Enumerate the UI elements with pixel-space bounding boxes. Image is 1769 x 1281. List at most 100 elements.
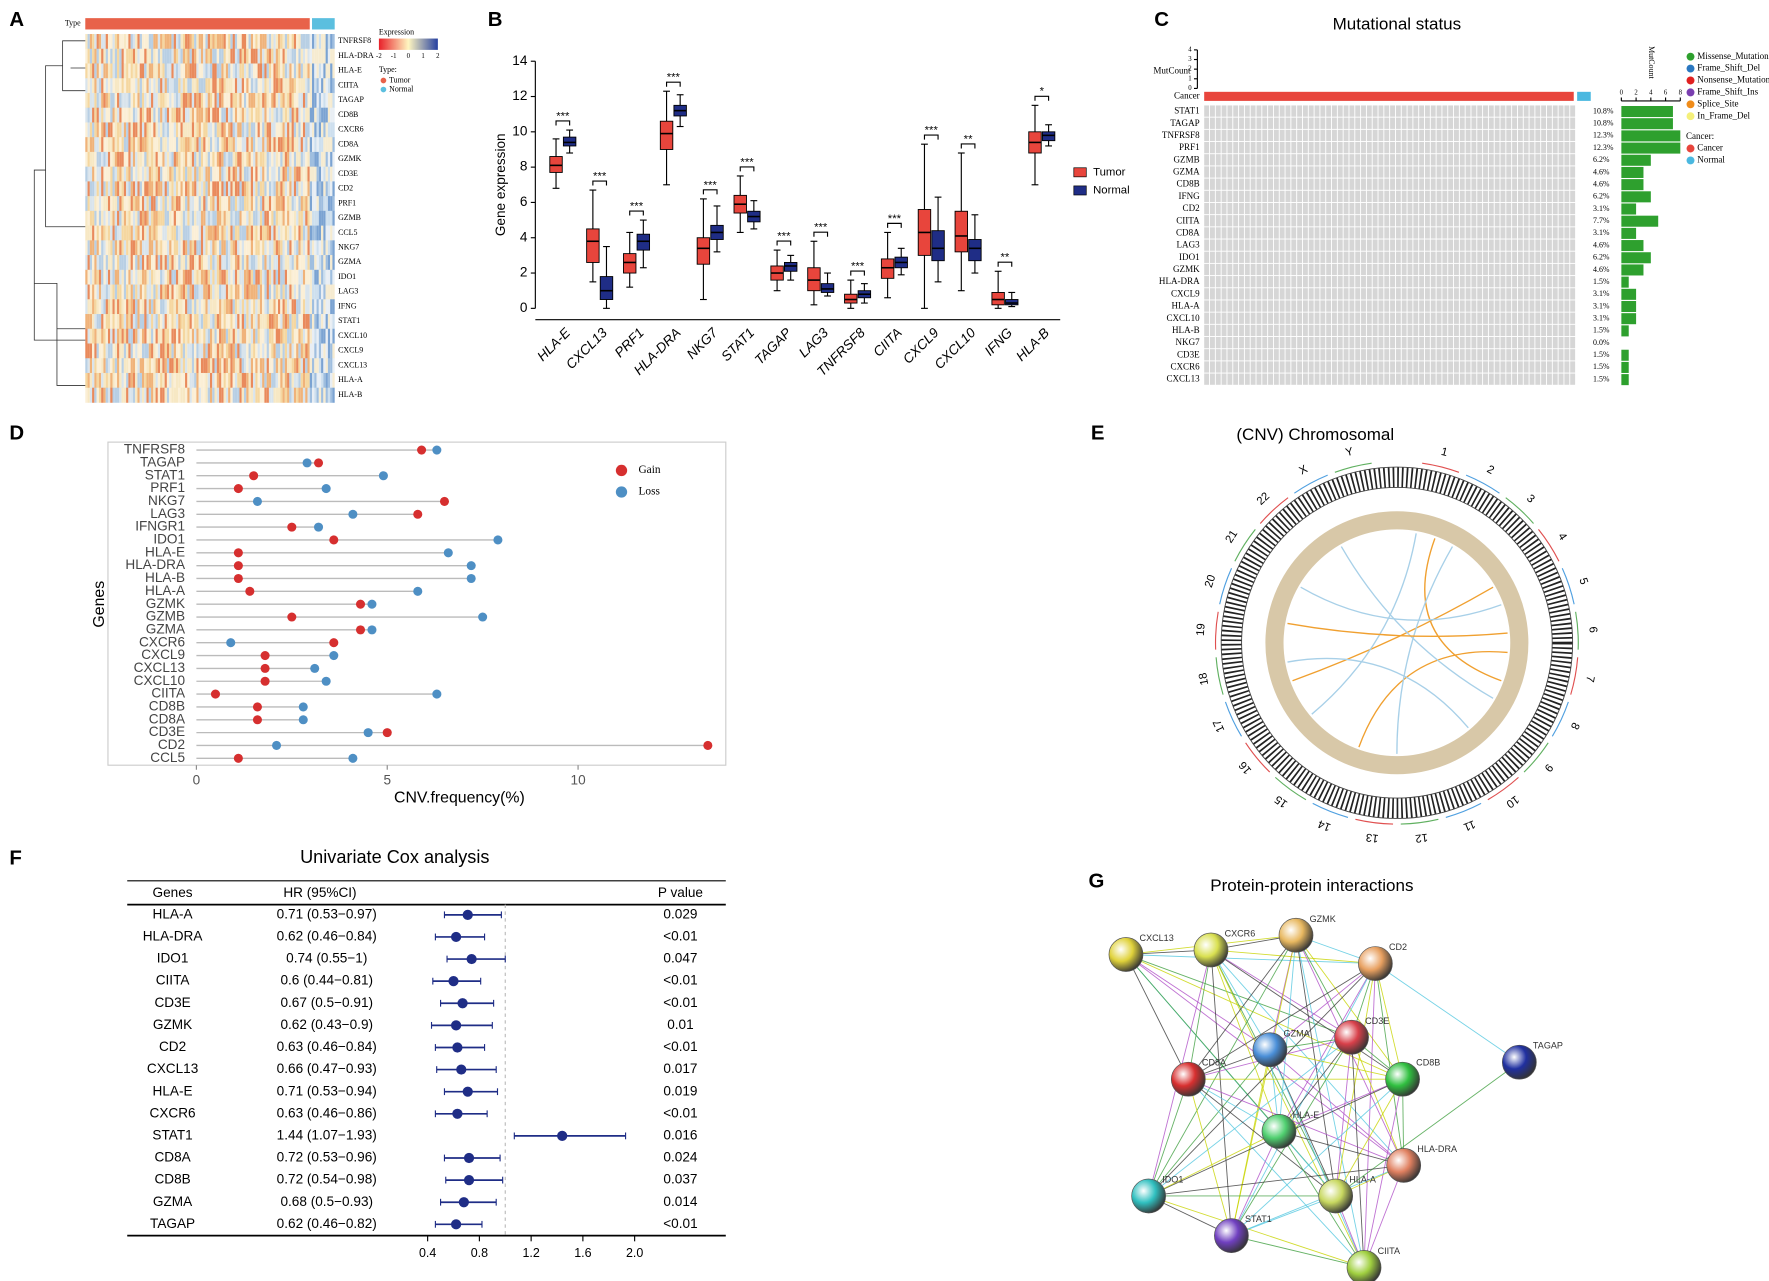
heat-cell	[198, 210, 201, 226]
cell	[1215, 166, 1221, 178]
heat-cell	[257, 78, 260, 94]
dendrogram	[33, 40, 86, 386]
cell	[1564, 227, 1570, 239]
heat-cell	[250, 181, 254, 197]
heat-cell	[96, 255, 99, 271]
frequency-label: 3.1%	[1593, 301, 1610, 310]
cell	[1424, 361, 1430, 373]
lollipop-dot	[329, 535, 339, 545]
heat-cell	[85, 151, 88, 167]
heat-cell	[200, 225, 204, 241]
heat-cell	[141, 107, 145, 123]
edge	[1210, 949, 1376, 965]
heat-cell	[327, 181, 331, 197]
heat-cell	[207, 284, 210, 300]
heat-cell	[300, 225, 303, 241]
heat-cell	[153, 196, 156, 212]
heat-cell	[198, 34, 201, 50]
cell	[1424, 227, 1430, 239]
cell	[1361, 178, 1366, 190]
hr-label: 0.72 (0.54−0.98)	[277, 1172, 377, 1187]
heat-cell	[169, 48, 172, 64]
heat-cell	[146, 137, 149, 153]
heat-cell	[323, 343, 326, 359]
heat-cell	[223, 181, 226, 197]
cell	[1483, 141, 1488, 154]
heat-cell	[266, 63, 269, 79]
heat-cell	[262, 358, 265, 374]
heat-cell	[182, 387, 186, 403]
heat-cell	[112, 92, 115, 109]
heat-cell	[175, 34, 179, 50]
heat-cell	[216, 78, 220, 94]
heat-cell	[325, 48, 328, 64]
heat-cell	[175, 122, 179, 138]
cell	[1558, 190, 1564, 203]
cell	[1401, 336, 1407, 349]
heat-cell	[155, 137, 158, 153]
cell	[1285, 373, 1291, 385]
heat-cell	[128, 122, 131, 138]
box	[784, 261, 798, 272]
heat-cell	[128, 284, 131, 300]
heat-cell	[178, 343, 181, 359]
cell	[1233, 154, 1239, 166]
heat-cell	[153, 284, 156, 300]
heat-cell	[271, 166, 274, 182]
cell	[1517, 166, 1523, 178]
heat-cell	[246, 137, 249, 153]
heat-cell	[323, 269, 326, 285]
heat-cell	[98, 240, 102, 256]
heat-cell	[221, 107, 224, 123]
cell	[1291, 263, 1297, 276]
heat-cell	[284, 343, 288, 359]
y-tick-label: CXCL9	[141, 647, 185, 662]
heat-cell	[275, 78, 279, 94]
chromosome-label: 19	[1195, 623, 1208, 636]
heat-cell	[87, 284, 90, 300]
cell	[1221, 239, 1227, 251]
heat-cell	[196, 225, 199, 241]
edge	[1374, 963, 1404, 1080]
box	[1041, 131, 1056, 142]
cell	[1285, 178, 1291, 190]
sig-label: ***	[814, 222, 828, 234]
heat-cell	[291, 137, 294, 153]
heat-cell	[112, 137, 115, 153]
chromosome-arc	[1505, 497, 1534, 524]
cell	[1215, 117, 1221, 129]
cell	[1541, 166, 1547, 178]
heat-cell	[137, 328, 140, 344]
heat-cell	[148, 107, 152, 123]
heat-cell	[250, 78, 254, 94]
edge	[1148, 1130, 1280, 1197]
heat-cell	[157, 166, 161, 182]
frequency-label: 6.2%	[1593, 155, 1610, 164]
heat-cell	[289, 269, 292, 285]
legend-tick: 1	[421, 53, 424, 60]
heat-cell	[175, 284, 179, 300]
heat-cell	[98, 387, 102, 403]
cell	[1512, 117, 1518, 129]
heat-cell	[246, 92, 249, 109]
heat-cell	[298, 225, 301, 241]
heat-cell	[144, 34, 147, 50]
heat-cell	[282, 107, 285, 123]
x-tick-label: NKG7	[684, 325, 721, 362]
heat-cell	[169, 166, 172, 182]
heat-cell	[171, 343, 174, 359]
heat-cell	[103, 387, 106, 403]
cell	[1384, 239, 1390, 251]
cell	[1372, 190, 1378, 203]
heat-cell	[123, 151, 127, 167]
cell	[1349, 154, 1355, 166]
cell	[1343, 239, 1349, 251]
gene-label: CD2	[338, 184, 353, 193]
cell	[1256, 312, 1262, 324]
cell	[1483, 361, 1488, 373]
cell	[1500, 251, 1506, 263]
cell	[1366, 336, 1372, 349]
heat-cell	[164, 225, 167, 241]
heat-cell	[107, 210, 111, 226]
heat-cell	[123, 284, 127, 300]
